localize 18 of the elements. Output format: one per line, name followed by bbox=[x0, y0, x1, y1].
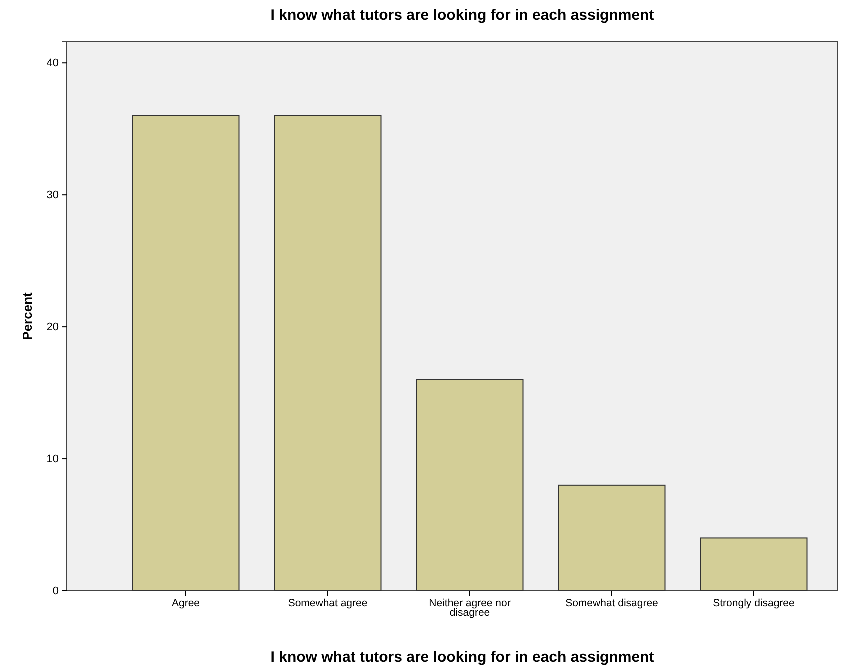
bar bbox=[274, 115, 382, 592]
bar bbox=[132, 115, 240, 592]
x-axis-title: I know what tutors are looking for in each assignment bbox=[270, 649, 654, 666]
y-tick-label: 30 bbox=[46, 190, 59, 202]
x-tick-label: Somewhat disagree bbox=[566, 597, 659, 610]
y-tick-label: 10 bbox=[46, 454, 59, 466]
chart-title: I know what tutors are looking for in each assignment bbox=[270, 7, 654, 24]
bar bbox=[558, 484, 666, 592]
y-tick-label: 0 bbox=[52, 586, 59, 598]
y-axis-title: Percent bbox=[20, 292, 35, 340]
x-tick-label: Agree bbox=[172, 597, 200, 610]
y-tick-label: 20 bbox=[46, 322, 59, 334]
x-tick-label: Neither agree nor disagree bbox=[429, 597, 512, 619]
bar bbox=[416, 379, 524, 592]
x-tick-label: Strongly disagree bbox=[713, 597, 796, 610]
bar bbox=[700, 538, 808, 592]
x-tick-label: Somewhat agree bbox=[288, 597, 368, 610]
y-tick-label: 40 bbox=[46, 58, 59, 70]
